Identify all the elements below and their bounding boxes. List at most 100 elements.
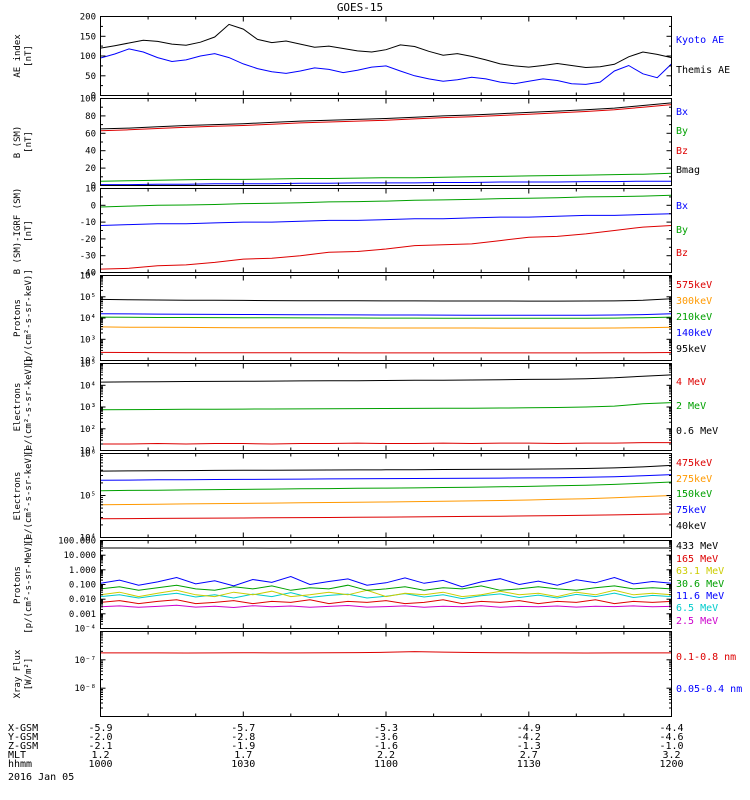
footer-tick-value: -5.7 bbox=[231, 723, 256, 734]
footer-row-label: X-GSM bbox=[8, 723, 39, 734]
svg-text:100: 100 bbox=[80, 95, 96, 105]
legend-95kev: 95keV bbox=[676, 344, 707, 355]
svg-text:10²: 10² bbox=[80, 425, 96, 435]
legend-30.6-mev: 30.6 MeV bbox=[676, 578, 725, 590]
svg-text:0: 0 bbox=[91, 92, 96, 102]
electrons-kev-ylabel: Electrons [e/(cm²-s-sr-keV)] bbox=[13, 446, 34, 545]
svg-text:100.000: 100.000 bbox=[58, 537, 96, 547]
legend-bx: Bx bbox=[676, 106, 689, 118]
legend-11.6-mev: 11.6 MeV bbox=[676, 590, 725, 602]
electrons-kev-legend: 475keV 275keV 150keV 75keV 40keV bbox=[676, 453, 750, 538]
svg-text:20: 20 bbox=[85, 164, 96, 174]
footer-tick-value: -2.0 bbox=[88, 732, 113, 743]
svg-text:10⁵: 10⁵ bbox=[80, 492, 96, 502]
panel-electrons-mev-plot: 10⁵ 10⁴ 10³ 10² 10¹ bbox=[80, 360, 672, 457]
svg-text:10³: 10³ bbox=[80, 403, 96, 413]
svg-text:10⁻⁷: 10⁻⁷ bbox=[74, 656, 96, 666]
legend-kyoto-ae: Kyoto AE bbox=[676, 35, 725, 46]
legend-by: By bbox=[676, 126, 689, 138]
footer-tick-value: -5.3 bbox=[373, 723, 399, 734]
svg-text:10⁻⁸: 10⁻⁸ bbox=[74, 684, 96, 694]
legend-2.5-mev: 2.5 MeV bbox=[676, 615, 719, 627]
footer-row-label: hhmm bbox=[8, 759, 33, 770]
legend-75kev: 75keV bbox=[676, 505, 707, 517]
legend-0.1-0.8-nm: 0.1-0.8 nm bbox=[676, 652, 737, 663]
panel-protons-mev-plot: 100.000 10.000 1.000 0.100 0.010 0.001 10⁻⁴ bbox=[58, 537, 672, 635]
legend-4-mev: 4 MeV bbox=[676, 376, 707, 388]
legend-bz: Bz bbox=[676, 145, 689, 157]
footer-row-zgsm: Z-GSM -2.1 -1.9 -1.6 -1.3 -1.0 bbox=[0, 741, 750, 752]
footer-row-xgsm: X-GSM -5.9 -5.7 -5.3 -4.9 -4.4 bbox=[0, 723, 750, 734]
svg-text:1.000: 1.000 bbox=[69, 566, 96, 576]
svg-text:150: 150 bbox=[80, 32, 96, 42]
panel-protons-kev-plot: 10⁶ 10⁵ 10⁴ 10³ 10² bbox=[80, 272, 672, 367]
footer-row-label: Z-GSM bbox=[8, 741, 39, 752]
svg-text:10⁴: 10⁴ bbox=[80, 534, 96, 544]
footer-tick-value: -4.4 bbox=[659, 723, 684, 734]
protons-mev-ylabel: Protons [p/(cm²-s-sr-MeV)] bbox=[13, 535, 34, 634]
svg-text:10⁶: 10⁶ bbox=[80, 450, 96, 460]
legend-0.05-0.4-nm: 0.05-0.4 nm bbox=[676, 684, 743, 695]
b-sm-ylabel: B (SM) [nT] bbox=[13, 125, 34, 159]
svg-text:60: 60 bbox=[85, 129, 96, 139]
b-sm-igrf-ylabel: B (SM)-IGRF (SM) [nT] bbox=[13, 187, 34, 274]
footer-tick-value: -2.8 bbox=[231, 732, 256, 743]
footer-tick-value: 1130 bbox=[516, 759, 541, 770]
xray-legend: 0.1-0.8 nm 0.05-0.4 nm bbox=[676, 631, 750, 717]
svg-text:10¹: 10¹ bbox=[80, 447, 96, 457]
svg-text:10.000: 10.000 bbox=[63, 551, 96, 561]
legend-575kev: 575keV bbox=[676, 280, 713, 291]
footer-tick-value: -1.3 bbox=[516, 741, 541, 752]
footer-tick-value: 1100 bbox=[373, 759, 399, 770]
footer-tick-value: -1.9 bbox=[231, 741, 256, 752]
svg-text:0: 0 bbox=[91, 182, 96, 192]
footer-row-label: MLT bbox=[8, 750, 27, 761]
legend-475kev: 475keV bbox=[676, 457, 713, 469]
footer-tick-value: -4.9 bbox=[516, 723, 541, 734]
legend-165-mev: 165 MeV bbox=[676, 553, 719, 565]
legend-bz: Bz bbox=[676, 248, 689, 260]
footer-row-ygsm: Y-GSM -2.0 -2.8 -3.6 -4.2 -4.6 bbox=[0, 732, 750, 743]
svg-text:0: 0 bbox=[91, 201, 96, 211]
footer-tick-value: 1.2 bbox=[91, 750, 110, 761]
svg-text:0.100: 0.100 bbox=[69, 581, 96, 591]
footer-tick-value: -1.0 bbox=[659, 741, 684, 752]
electrons-mev-ylabel: Electrons [e/(cm²-s-sr-keV)] bbox=[13, 358, 34, 456]
legend-bmag: Bmag bbox=[676, 165, 701, 177]
svg-text:10⁻⁴: 10⁻⁴ bbox=[74, 625, 96, 635]
svg-text:10²: 10² bbox=[80, 357, 96, 367]
legend-275kev: 275keV bbox=[676, 473, 713, 485]
footer-tick-value: 2.2 bbox=[376, 750, 396, 761]
footer-row-hhmm: hhmm 1000 1030 1100 1130 1200 bbox=[0, 759, 750, 770]
footer-row-label: Y-GSM bbox=[8, 732, 39, 743]
legend-themis-ae: Themis AE bbox=[676, 65, 731, 76]
panel-ae-plot: 200 150 100 50 0 bbox=[80, 13, 672, 102]
svg-text:0.001: 0.001 bbox=[69, 610, 96, 620]
svg-text:-30: -30 bbox=[80, 252, 96, 262]
protons-kev-ylabel: Protons [p/(cm²-s-sr-keV)] bbox=[13, 269, 34, 367]
b-sm-igrf-legend: Bx By Bz bbox=[676, 188, 750, 273]
legend-2-mev: 2 MeV bbox=[676, 401, 707, 412]
svg-text:10: 10 bbox=[85, 185, 96, 195]
protons-kev-legend: 575keV 300keV 210keV 140keV 95keV bbox=[676, 275, 750, 361]
svg-text:50: 50 bbox=[85, 72, 96, 82]
legend-433-mev: 433 MeV bbox=[676, 541, 719, 553]
footer-tick-value: -5.9 bbox=[88, 723, 113, 734]
legend-300kev: 300keV bbox=[676, 296, 713, 307]
legend-150kev: 150keV bbox=[676, 489, 713, 501]
footer-tick-value: 3.2 bbox=[662, 750, 681, 761]
legend-6.5-mev: 6.5 MeV bbox=[676, 603, 719, 615]
legend-40kev: 40keV bbox=[676, 521, 707, 533]
footer-tick-value: -1.6 bbox=[373, 741, 399, 752]
svg-text:10⁶: 10⁶ bbox=[80, 272, 96, 282]
ae-legend: Kyoto AE Themis AE bbox=[676, 16, 750, 96]
svg-text:10³: 10³ bbox=[80, 335, 96, 345]
footer-tick-value: -4.2 bbox=[516, 732, 541, 743]
footer-tick-value: 1.7 bbox=[234, 750, 253, 761]
legend-by: By bbox=[676, 224, 689, 236]
legend-140kev: 140keV bbox=[676, 328, 713, 339]
legend-bx: Bx bbox=[676, 200, 689, 212]
svg-text:200: 200 bbox=[80, 13, 96, 23]
